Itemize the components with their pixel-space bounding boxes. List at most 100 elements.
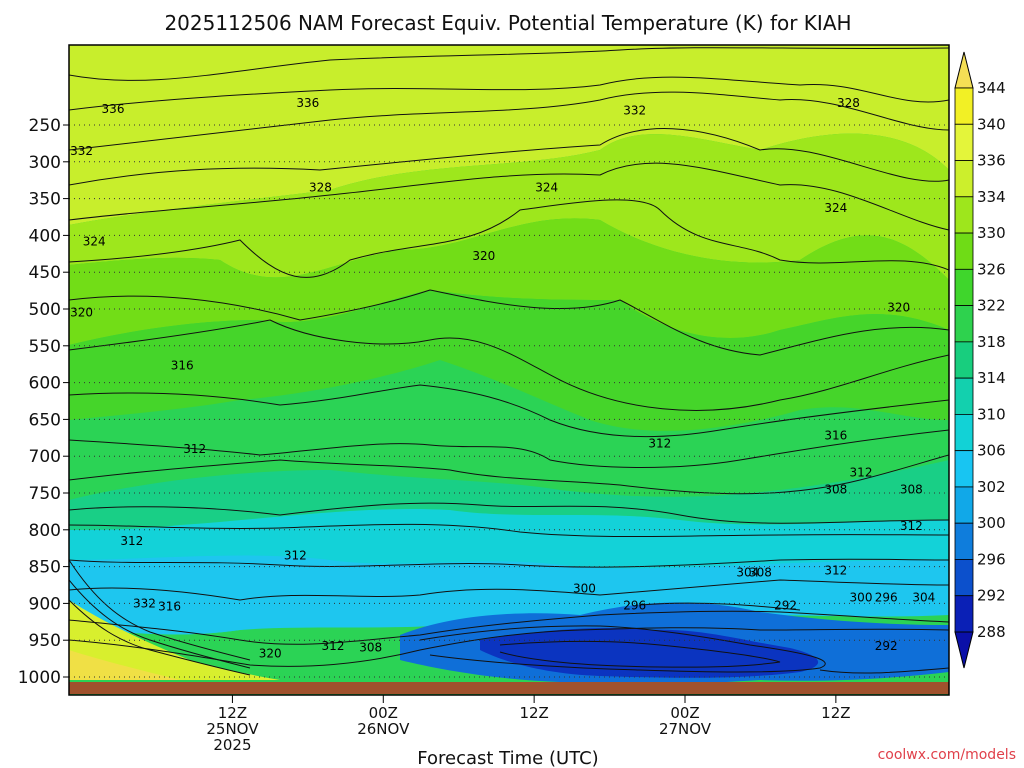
x-tick-label: 27NOV [659, 720, 712, 738]
contour-label: 328 [837, 96, 860, 110]
contour-line [69, 502, 949, 524]
contour-line [69, 610, 949, 645]
colorbar-label: 334 [977, 188, 1006, 206]
field-band-upper-lime [69, 45, 949, 225]
colorbar-segment [954, 377, 974, 415]
colorbar-segment [954, 413, 974, 452]
colorbar-segment [954, 123, 974, 161]
colorbar-label: 340 [977, 115, 1006, 133]
colorbar-label: 326 [977, 260, 1006, 278]
contour-label: 324 [824, 201, 847, 215]
colorbar-label: 344 [977, 79, 1006, 97]
x-tick-label: 12Z [519, 704, 548, 722]
colorbar-segment [954, 559, 974, 597]
colorbar-segment [954, 160, 974, 198]
contour-label: 324 [535, 181, 558, 195]
contour-line [69, 558, 949, 568]
colorbar-cap-top [954, 51, 974, 89]
contour-label: 316 [824, 429, 847, 443]
contour-line [69, 199, 949, 278]
colorbar-segment [954, 268, 974, 307]
contour-label: 336 [296, 96, 319, 110]
x-tick-label: 12Z [218, 704, 247, 722]
y-tick-label: 450 [29, 263, 61, 283]
contour-label: 312 [824, 563, 847, 577]
contour-label: 332 [70, 144, 93, 158]
x-tick-label: 2025 [213, 736, 251, 754]
colorbar-label: 292 [977, 587, 1006, 605]
colorbar-cap-bottom [954, 631, 974, 669]
contour-label: 308 [749, 565, 772, 579]
colorbar-segment [954, 232, 974, 270]
y-tick-label: 650 [29, 410, 61, 430]
contour-line [69, 91, 949, 151]
colorbar-label: 306 [977, 442, 1006, 460]
contour-label: 308 [900, 482, 923, 496]
colorbar: 344 340 336 334 330 326 322 318 314 310 306 302 300 2… [954, 51, 1006, 669]
contour-label: 304 [912, 591, 935, 605]
field-band-lower-left-yellow [69, 600, 280, 680]
y-tick-label: 500 [29, 300, 61, 320]
y-tick-label: 850 [29, 558, 61, 578]
colorbar-segment [954, 450, 974, 488]
contour-label: 312 [322, 639, 345, 653]
y-tick-label: 250 [29, 116, 61, 136]
contour-line [69, 319, 949, 411]
colorbar-label: 288 [977, 623, 1006, 641]
y-tick-label: 950 [29, 631, 61, 651]
colorbar-segment [954, 305, 974, 343]
contour-label: 316 [158, 599, 181, 613]
contour-label: 300 [850, 591, 873, 605]
ground-strip [69, 682, 949, 694]
y-tick-label: 400 [29, 226, 61, 246]
contour-label: 308 [824, 482, 847, 496]
contour-line [69, 599, 251, 676]
contour-label: 308 [359, 641, 382, 655]
y-tick-label: 600 [29, 374, 61, 394]
colorbar-segment [954, 486, 974, 524]
contour-line [69, 579, 949, 601]
colorbar-label: 310 [977, 405, 1006, 423]
field-band-mid-green [69, 218, 949, 345]
contour-line [419, 625, 826, 673]
chart-title: 2025112506 NAM Forecast Equiv. Potential… [164, 11, 851, 35]
theta-e-field [69, 45, 949, 695]
contour-line [69, 289, 949, 356]
contour-line [69, 559, 251, 661]
colorbar-segment [954, 522, 974, 560]
contour-label: 304 [736, 565, 759, 579]
x-tick-label: 26NOV [357, 720, 410, 738]
contour-label: 292 [774, 599, 797, 613]
y-tick-label: 700 [29, 447, 61, 467]
contour-line [69, 128, 949, 186]
contour-label: 312 [900, 519, 923, 533]
contour-label: 324 [83, 234, 106, 248]
contour-label: 332 [623, 103, 646, 117]
colorbar-label: 300 [977, 514, 1006, 532]
contour-label: 316 [171, 359, 194, 373]
field-band-lower-green [69, 290, 949, 431]
contour-label: 328 [309, 181, 332, 195]
colorbar-label: 314 [977, 369, 1006, 387]
contour-label: 312 [183, 442, 206, 456]
contour-label: 312 [120, 534, 143, 548]
credit-link[interactable]: coolwx.com/models [878, 747, 1016, 763]
contour-label: 300 [573, 582, 596, 596]
x-tick-label: 25NOV [206, 720, 259, 738]
y-tick-label: 1000 [18, 668, 61, 688]
contour-label: 320 [259, 646, 282, 660]
y-tick-label: 350 [29, 190, 61, 210]
field-band-lower-left-orange [69, 650, 180, 680]
colorbar-label: 318 [977, 333, 1006, 351]
contour-line [819, 667, 949, 674]
contour-labels: 336 3363323323283283243243243203203203163… [70, 96, 935, 661]
contour-label: 336 [102, 102, 125, 116]
field-band-teal [69, 460, 949, 530]
y-tick-label: 550 [29, 337, 61, 357]
contour-label: 332 [133, 596, 156, 610]
contour-label: 312 [850, 465, 873, 479]
contour-line [69, 429, 949, 468]
contour-line [69, 76, 949, 111]
